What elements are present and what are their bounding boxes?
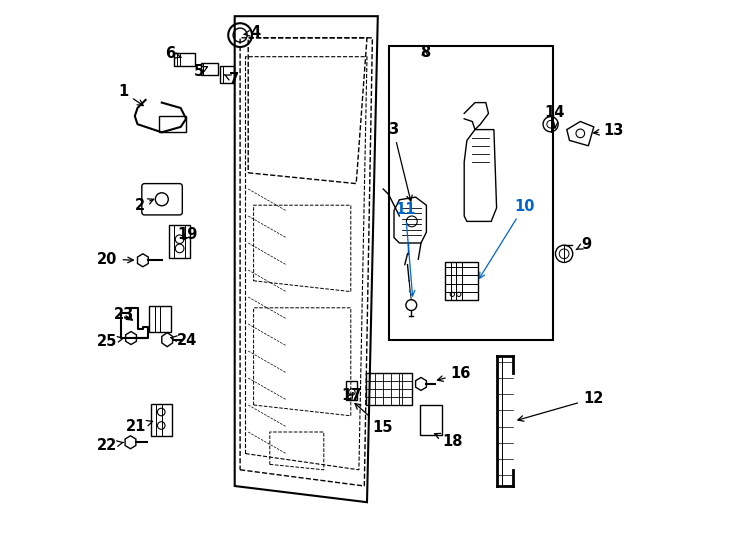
Text: 10: 10 xyxy=(479,199,534,278)
Text: 19: 19 xyxy=(177,227,197,242)
Text: 11: 11 xyxy=(395,202,415,296)
Text: 3: 3 xyxy=(388,122,413,201)
Text: 18: 18 xyxy=(435,434,463,449)
Text: 2: 2 xyxy=(134,198,153,213)
Text: 9: 9 xyxy=(576,237,592,252)
Text: 4: 4 xyxy=(244,25,260,40)
Text: 1: 1 xyxy=(118,84,143,106)
Text: 16: 16 xyxy=(437,366,471,381)
Text: 8: 8 xyxy=(420,45,430,60)
Text: 22: 22 xyxy=(98,438,123,453)
Text: 21: 21 xyxy=(126,419,153,434)
Text: 6: 6 xyxy=(165,46,181,62)
Text: 13: 13 xyxy=(594,123,624,138)
Text: 17: 17 xyxy=(341,388,362,403)
Text: 25: 25 xyxy=(97,334,123,349)
Text: 20: 20 xyxy=(97,252,134,267)
Text: 12: 12 xyxy=(518,391,603,421)
Text: 15: 15 xyxy=(355,403,393,435)
Text: 14: 14 xyxy=(545,105,565,128)
Text: 23: 23 xyxy=(114,307,134,322)
Text: 7: 7 xyxy=(224,72,239,87)
Text: 24: 24 xyxy=(171,333,197,348)
Text: 5: 5 xyxy=(194,64,208,79)
